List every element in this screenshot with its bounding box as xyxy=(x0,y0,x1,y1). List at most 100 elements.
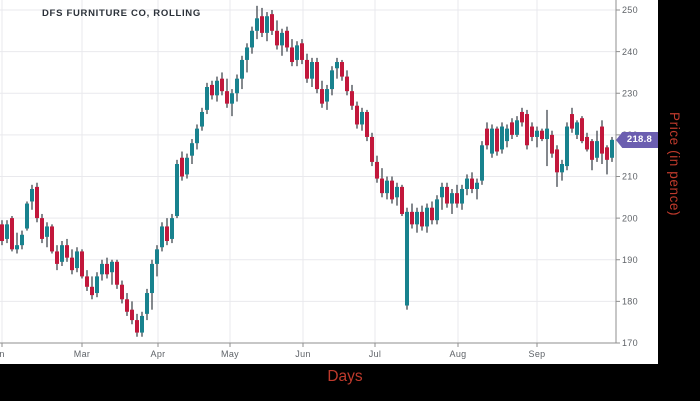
candle-down[interactable] xyxy=(375,155,379,183)
candle-up[interactable] xyxy=(240,55,244,90)
candle-up[interactable] xyxy=(45,222,49,248)
candle-up[interactable] xyxy=(150,259,154,310)
candle-down[interactable] xyxy=(420,205,424,231)
candle-up[interactable] xyxy=(200,107,204,131)
candle-down[interactable] xyxy=(50,224,54,254)
candle-up[interactable] xyxy=(250,26,254,54)
candle-down[interactable] xyxy=(470,172,474,194)
candle-down[interactable] xyxy=(590,139,594,171)
candle-up[interactable] xyxy=(255,5,259,40)
candle-up[interactable] xyxy=(160,222,164,252)
candle-up[interactable] xyxy=(595,130,599,162)
candle-up[interactable] xyxy=(75,247,79,273)
candle-down[interactable] xyxy=(455,184,459,208)
candle-up[interactable] xyxy=(490,124,494,158)
candle-up[interactable] xyxy=(190,139,194,165)
candle-up[interactable] xyxy=(195,124,199,150)
candle-up[interactable] xyxy=(475,178,479,200)
candle-up[interactable] xyxy=(235,74,239,102)
candle-down[interactable] xyxy=(315,57,319,94)
candle-down[interactable] xyxy=(390,176,394,204)
candle-up[interactable] xyxy=(145,288,149,321)
candle-down[interactable] xyxy=(485,122,489,150)
candle-up[interactable] xyxy=(185,153,189,179)
candle-down[interactable] xyxy=(605,145,609,175)
candle-up[interactable] xyxy=(335,57,339,79)
candle-down[interactable] xyxy=(90,276,94,300)
candle-up[interactable] xyxy=(425,203,429,233)
candle-down[interactable] xyxy=(125,293,129,316)
candle-up[interactable] xyxy=(265,12,269,42)
candle-up[interactable] xyxy=(295,41,299,67)
candle-up[interactable] xyxy=(245,43,249,73)
candle-down[interactable] xyxy=(400,184,404,217)
candle-up[interactable] xyxy=(95,272,99,298)
candle-down[interactable] xyxy=(445,182,449,208)
candle-down[interactable] xyxy=(345,70,349,96)
candle-up[interactable] xyxy=(330,66,334,96)
candle-up[interactable] xyxy=(385,176,389,200)
candle-down[interactable] xyxy=(105,257,109,279)
candle-down[interactable] xyxy=(410,203,414,229)
candle-down[interactable] xyxy=(80,249,84,279)
candle-down[interactable] xyxy=(285,26,289,52)
candle-down[interactable] xyxy=(570,107,574,133)
candle-up[interactable] xyxy=(535,126,539,148)
candle-down[interactable] xyxy=(300,39,304,65)
candle-up[interactable] xyxy=(60,241,64,266)
candle-up[interactable] xyxy=(545,109,549,167)
candle-down[interactable] xyxy=(85,270,89,291)
candle-up[interactable] xyxy=(405,207,409,310)
candle-down[interactable] xyxy=(550,130,554,158)
candle-up[interactable] xyxy=(575,120,579,140)
candle-up[interactable] xyxy=(5,220,9,244)
candle-up[interactable] xyxy=(230,89,234,117)
candle-up[interactable] xyxy=(140,311,144,337)
candle-down[interactable] xyxy=(585,132,589,152)
candle-down[interactable] xyxy=(320,80,324,108)
candle-down[interactable] xyxy=(430,201,434,225)
candle-down[interactable] xyxy=(70,249,74,275)
candle-up[interactable] xyxy=(565,122,569,171)
candle-up[interactable] xyxy=(110,259,114,285)
candle-down[interactable] xyxy=(530,122,534,142)
candle-down[interactable] xyxy=(520,107,524,127)
candle-up[interactable] xyxy=(450,188,454,214)
candle-down[interactable] xyxy=(370,132,374,167)
candle-up[interactable] xyxy=(500,122,504,154)
candle-down[interactable] xyxy=(180,151,184,181)
candle-down[interactable] xyxy=(555,145,559,187)
candle-down[interactable] xyxy=(600,120,604,165)
candle-down[interactable] xyxy=(35,182,39,223)
candle-up[interactable] xyxy=(465,174,469,196)
candle-down[interactable] xyxy=(165,218,169,246)
candle-up[interactable] xyxy=(100,259,104,281)
candle-down[interactable] xyxy=(305,53,309,83)
candle-down[interactable] xyxy=(350,84,354,110)
candle-down[interactable] xyxy=(365,109,369,142)
candle-down[interactable] xyxy=(120,280,124,304)
candle-down[interactable] xyxy=(0,220,4,246)
candle-down[interactable] xyxy=(210,80,214,100)
candle-up[interactable] xyxy=(460,184,464,210)
candle-down[interactable] xyxy=(270,9,274,35)
candle-down[interactable] xyxy=(220,72,224,96)
candle-down[interactable] xyxy=(340,59,344,81)
candle-up[interactable] xyxy=(30,184,34,210)
candle-up[interactable] xyxy=(15,232,19,254)
candle-down[interactable] xyxy=(510,118,514,140)
candle-up[interactable] xyxy=(560,159,564,181)
candle-up[interactable] xyxy=(360,107,364,131)
candle-up[interactable] xyxy=(175,159,179,219)
candle-down[interactable] xyxy=(130,301,134,325)
candle-up[interactable] xyxy=(610,136,614,162)
candle-up[interactable] xyxy=(310,57,314,87)
plot-svg[interactable]: 250240230220210200190180170nMarAprMayJun… xyxy=(0,0,658,364)
candle-down[interactable] xyxy=(275,20,279,50)
candle-up[interactable] xyxy=(325,84,329,110)
candle-up[interactable] xyxy=(25,201,29,231)
candle-down[interactable] xyxy=(65,238,69,262)
candle-down[interactable] xyxy=(40,213,44,244)
candle-up[interactable] xyxy=(395,182,399,206)
candle-up[interactable] xyxy=(155,245,159,277)
